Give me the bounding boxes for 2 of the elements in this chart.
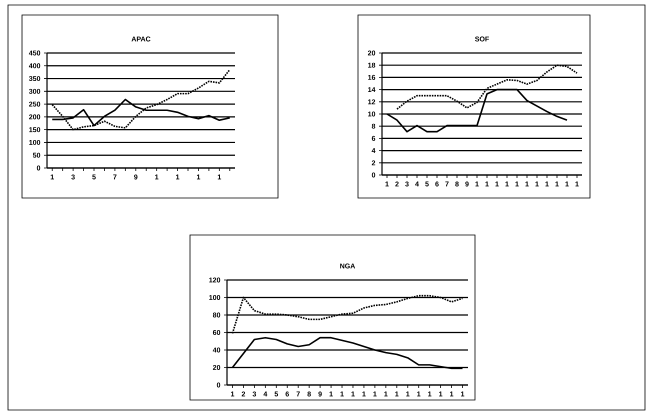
line-series bbox=[51, 68, 231, 130]
line-series bbox=[232, 294, 464, 334]
